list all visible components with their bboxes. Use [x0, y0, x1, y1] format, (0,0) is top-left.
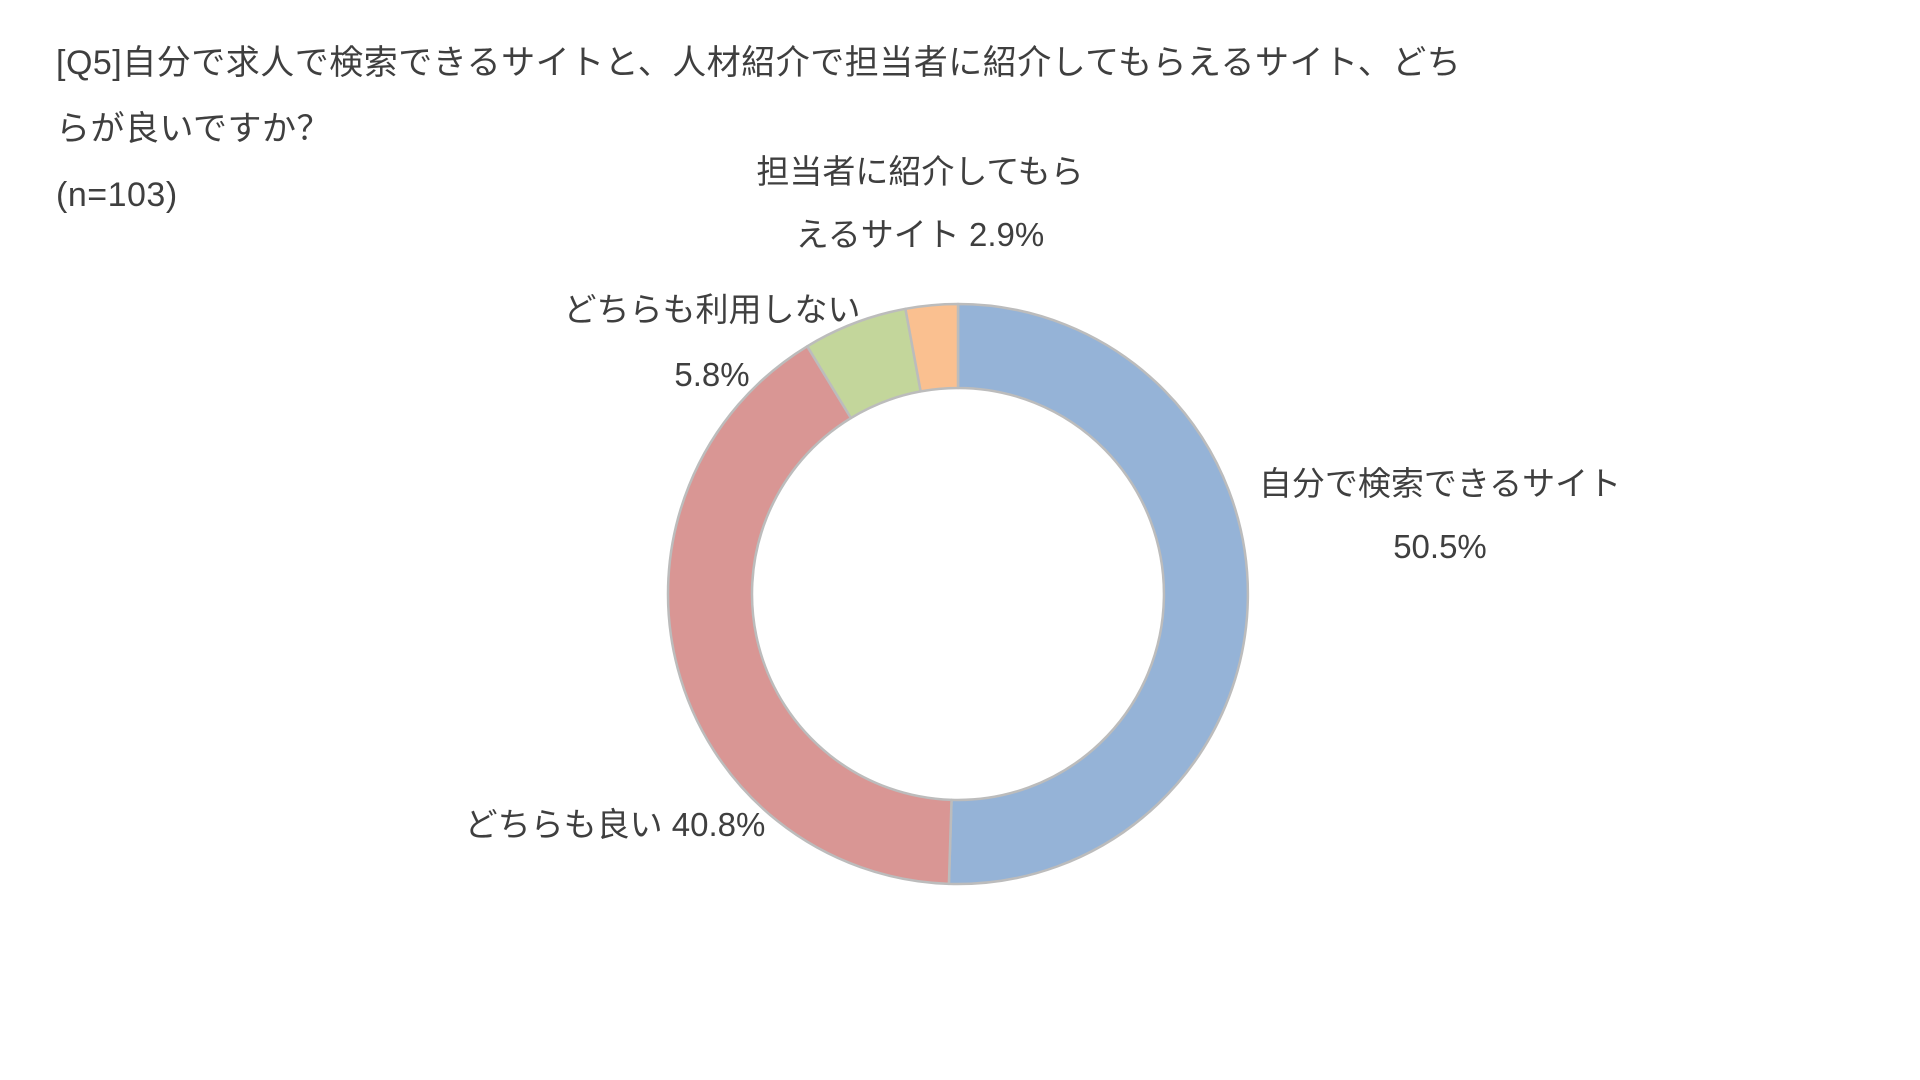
question-title-line2: らが良いですか？ [56, 110, 331, 148]
label-agent-site-line1: 担当者に紹介してもら [756, 153, 1084, 190]
label-self-search-value: 50.5% [1393, 528, 1487, 565]
label-agent-site: 担当者に紹介してもら えるサイト 2.9% [620, 140, 1220, 266]
label-self-search-line1: 自分で検索できるサイト [1258, 465, 1622, 502]
donut-segment [666, 345, 953, 886]
donut-segment [947, 302, 1250, 886]
question-title: [Q5]自分で求人で検索できるサイトと、人材紹介で担当者に紹介してもらえるサイト… [56, 30, 1556, 228]
label-self-search: 自分で検索できるサイト 50.5% [1160, 452, 1720, 578]
label-both: どちらも良い 40.8% [365, 794, 865, 856]
question-title-line1: [Q5]自分で求人で検索できるサイトと、人材紹介で担当者に紹介してもらえるサイト… [56, 44, 1462, 82]
label-both-text: どちらも良い 40.8% [464, 806, 766, 843]
sample-size: (n=103) [56, 176, 178, 214]
donut-segment [904, 302, 960, 393]
label-neither-line1: どちらも利用しない [563, 291, 861, 328]
label-neither: どちらも利用しない 5.8% [462, 277, 962, 407]
label-neither-value: 5.8% [674, 356, 750, 393]
label-agent-site-value: えるサイト 2.9% [795, 216, 1045, 253]
